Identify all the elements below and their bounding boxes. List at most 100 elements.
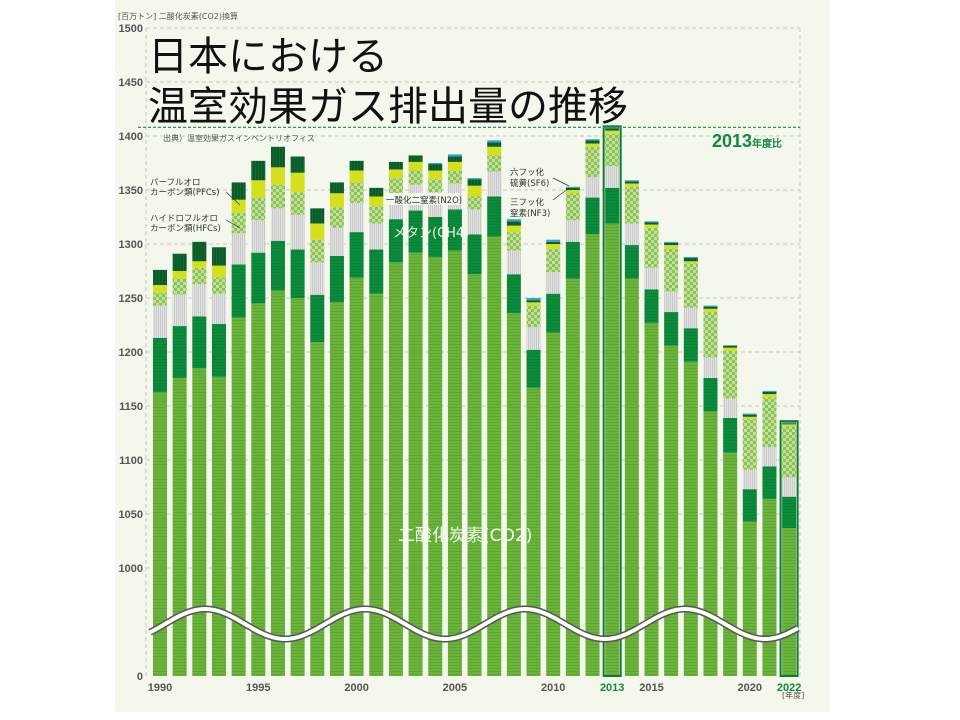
y-tick-label: 1000 — [119, 563, 143, 575]
bar-segment-co2 — [388, 262, 403, 676]
bar-segment-pfcs — [172, 271, 187, 279]
bar-segment-hfcs — [664, 248, 679, 292]
bar-segment-ch4 — [388, 219, 403, 263]
bar-segment-pfcs — [329, 193, 344, 208]
bar-segment-n2o — [782, 477, 797, 497]
bar-segment-n2o — [231, 233, 246, 265]
bar-segment-ch4 — [624, 245, 639, 279]
bar-segment-n2o — [487, 171, 502, 197]
highlight-outline — [779, 420, 799, 678]
bar-segment-ch4 — [506, 274, 521, 314]
bar-segment-hfcs — [408, 170, 423, 185]
bar-1994 — [231, 182, 246, 676]
bar-segment-co2 — [447, 250, 462, 677]
bar-segment-nf3 — [683, 256, 698, 259]
bar-segment-co2 — [349, 277, 364, 676]
bar-segment-co2 — [408, 252, 423, 676]
bar-segment-co2 — [172, 377, 187, 676]
bar-segment-ch4 — [683, 328, 698, 362]
bar-segment-ch4 — [605, 187, 620, 224]
bar-segment-sf6 — [526, 300, 541, 303]
y-tick-label: 1300 — [119, 239, 143, 251]
x-tick-label: 2015 — [639, 682, 663, 694]
bar-segment-sf6 — [723, 345, 738, 348]
bar-segment-co2 — [270, 290, 285, 676]
bar-segment-hfcs — [428, 179, 443, 193]
x-tick-label: 2005 — [443, 682, 467, 694]
bar-segment-sf6 — [388, 161, 403, 170]
bar-segment-sf6 — [349, 160, 364, 171]
bar-segment-pfcs — [506, 225, 521, 233]
label-nf3-line2: 窒素(NF3) — [510, 208, 550, 219]
bar-segment-hfcs — [762, 397, 777, 448]
x-tick-label: 2022 — [777, 682, 801, 694]
bar-segment-pfcs — [683, 261, 698, 264]
bar-segment-sf6 — [664, 242, 679, 246]
bar-2015 — [644, 221, 659, 676]
bar-segment-pfcs — [231, 199, 246, 213]
bar-segment-co2 — [329, 302, 344, 676]
bar-segment-n2o — [565, 220, 580, 242]
bar-segment-ch4 — [251, 252, 266, 304]
bar-1998 — [310, 208, 325, 676]
bar-segment-pfcs — [605, 130, 620, 134]
bar-segment-pfcs — [526, 302, 541, 306]
bar-segment-pfcs — [153, 285, 167, 293]
bar-segment-hfcs — [723, 350, 738, 399]
bar-segment-ch4 — [310, 294, 325, 343]
bar-segment-n2o — [172, 294, 187, 327]
bar-segment-n2o — [585, 177, 600, 198]
bar-2019 — [723, 345, 738, 676]
bar-segment-ch4 — [526, 349, 541, 388]
bar-segment-co2 — [231, 317, 246, 676]
y-tick-label: 1500 — [119, 23, 143, 35]
reference-suffix: 年度比 — [752, 137, 782, 150]
bar-2013 — [602, 125, 622, 678]
bar-segment-nf3 — [664, 241, 679, 243]
bar-segment-pfcs — [565, 190, 580, 194]
bar-segment-sf6 — [428, 164, 443, 171]
bar-segment-hfcs — [585, 146, 600, 178]
label-nf3-line1: 三フッ化 — [510, 197, 545, 208]
bar-segment-nf3 — [742, 413, 757, 415]
bar-segment-co2 — [192, 368, 207, 676]
bar-segment-ch4 — [703, 377, 718, 412]
bar-segment-sf6 — [467, 179, 482, 186]
bar-segment-n2o — [290, 214, 305, 250]
label-sf6: 六フッ化 硫黄(SF6) — [510, 167, 570, 189]
bar-segment-n2o — [703, 357, 718, 378]
bar-segment-pfcs — [703, 308, 718, 313]
x-tick-label: 2000 — [344, 682, 368, 694]
bar-segment-co2 — [585, 234, 600, 676]
label-n2o: 一酸化二窒素(N2O) — [384, 193, 462, 206]
bar-1992 — [192, 241, 207, 676]
bar-segment-ch4 — [192, 316, 207, 369]
bar-segment-hfcs — [388, 178, 403, 194]
x-unit-label: [年度] — [782, 690, 804, 700]
bar-segment-nf3 — [428, 163, 443, 165]
bar-segment-n2o — [211, 293, 226, 324]
x-tick-label: 2013 — [600, 682, 624, 694]
label-ch4: メタン(CH4) — [393, 226, 469, 241]
bar-segment-ch4 — [428, 217, 443, 257]
bar-segment-hfcs — [565, 193, 580, 221]
bar-segment-nf3 — [506, 219, 521, 222]
bar-segment-sf6 — [624, 181, 639, 184]
bar-segment-pfcs — [369, 196, 384, 207]
axis-break-wave — [148, 605, 800, 643]
label-n2o-text: 一酸化二窒素(N2O) — [386, 195, 462, 206]
bar-segment-ch4 — [172, 326, 187, 378]
bar-segment-co2 — [565, 278, 580, 676]
bar-segment-n2o — [251, 220, 266, 253]
x-tick-label: 2020 — [738, 682, 762, 694]
bar-segment-sf6 — [172, 253, 187, 271]
bar-segment-hfcs — [467, 196, 482, 210]
bar-segment-pfcs — [782, 424, 797, 427]
bar-segment-sf6 — [742, 414, 757, 417]
bar-2009 — [526, 298, 541, 676]
bar-segment-nf3 — [546, 239, 561, 242]
bar-segment-co2 — [251, 303, 266, 676]
label-hfcs: ハイドロフルオロ カーボン類(HFCs) — [150, 214, 241, 234]
bar-segment-hfcs — [644, 227, 659, 268]
wave-line — [149, 607, 799, 641]
